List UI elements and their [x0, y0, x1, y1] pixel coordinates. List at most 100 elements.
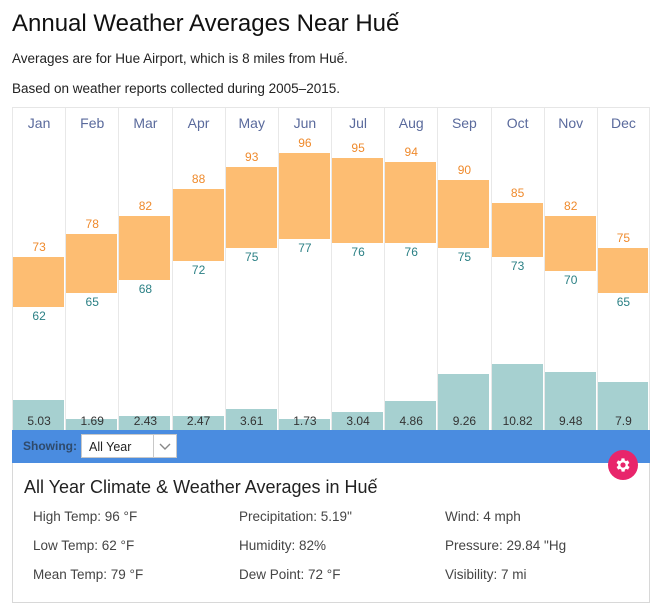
precipitation-bar — [278, 419, 330, 431]
summary-title: All Year Climate & Weather Averages in H… — [24, 477, 378, 497]
low-temp-label: 68 — [138, 281, 153, 296]
low-temp-label: 75 — [245, 249, 259, 264]
precipitation-bar — [491, 363, 543, 431]
settings-button[interactable] — [608, 450, 638, 480]
high-temp-label: 82 — [138, 199, 153, 214]
chevron-down-icon[interactable] — [153, 435, 176, 457]
month-label: May — [238, 115, 265, 131]
monthly-weather-chart: Jan 73 62 5.03 Feb 78 65 1.69 Mar 82 68 2.43 Apr 88 72… — [12, 107, 650, 431]
summary-stat: Dew Point: 72 °F — [239, 567, 341, 582]
month-label: Jun — [293, 115, 317, 131]
page-title: Annual Weather Averages Near Huế — [12, 10, 400, 37]
month-column: Nov 82 70 9.48 — [543, 108, 597, 431]
month-column: May 93 75 3.61 — [224, 108, 278, 431]
precipitation-bar — [119, 415, 171, 431]
temp-range-bar — [225, 166, 277, 248]
precipitation-label: 10.82 — [502, 414, 533, 428]
high-temp-label: 73 — [32, 239, 46, 254]
filter-bar: Showing: All Year — [12, 430, 650, 463]
month-column: Sep 90 75 9.26 — [437, 108, 490, 431]
showing-label: Showing: — [23, 439, 77, 453]
precipitation-label: 2.43 — [133, 414, 158, 428]
period-select[interactable]: All Year — [81, 434, 177, 458]
month-column: Jul 95 76 3.04 — [331, 108, 384, 431]
low-temp-label: 73 — [510, 258, 525, 273]
precipitation-bar — [385, 400, 437, 431]
month-label: Apr — [187, 115, 210, 131]
month-column: Aug 94 76 4.86 — [384, 108, 437, 431]
month-label: Jul — [349, 115, 368, 131]
temp-range-bar — [172, 189, 224, 262]
month-column: Apr 88 72 2.47 — [171, 108, 225, 431]
low-temp-label: 70 — [564, 272, 578, 287]
high-temp-label: 95 — [351, 140, 365, 155]
precipitation-label: 4.86 — [399, 414, 423, 428]
summary-panel: All Year Climate & Weather Averages in H… — [12, 463, 650, 603]
precipitation-bar — [332, 412, 384, 431]
precipitation-label: 7.9 — [615, 414, 632, 428]
summary-stat: Humidity: 82% — [239, 538, 327, 553]
precipitation-bar — [597, 382, 648, 431]
month-label: Nov — [558, 115, 584, 131]
summary-stat: Visibility: 7 mi — [445, 567, 527, 582]
month-label: Oct — [506, 115, 529, 131]
month-column: Feb 78 65 1.69 — [65, 108, 118, 431]
summary-stat: Mean Temp: 79 °F — [33, 567, 144, 582]
high-temp-label: 78 — [85, 217, 99, 232]
temp-range-bar — [66, 234, 118, 294]
high-temp-label: 88 — [191, 172, 206, 187]
low-temp-label: 77 — [298, 240, 312, 255]
gear-icon — [616, 458, 630, 472]
temp-range-bar — [491, 202, 543, 257]
precipitation-bar — [225, 408, 277, 431]
temp-range-bar — [597, 247, 648, 294]
precipitation-bar — [438, 373, 490, 431]
precipitation-label: 1.73 — [293, 414, 317, 428]
month-label: Feb — [80, 115, 105, 131]
station-note: Averages are for Hue Airport, which is 8… — [12, 51, 348, 66]
temp-range-bar — [13, 256, 65, 307]
high-temp-label: 75 — [616, 230, 631, 245]
precipitation-label: 3.04 — [346, 414, 370, 428]
summary-stat: Low Temp: 62 °F — [33, 538, 135, 553]
month-label: Mar — [133, 115, 158, 131]
low-temp-label: 75 — [457, 249, 472, 264]
low-temp-label: 76 — [404, 245, 418, 260]
temp-range-bar — [438, 180, 490, 248]
month-column: Jan 73 62 5.03 — [12, 108, 65, 431]
high-temp-label: 85 — [510, 185, 525, 200]
precipitation-label: 9.48 — [559, 414, 583, 428]
month-column: Oct 85 73 10.82 — [490, 108, 544, 431]
summary-stat: High Temp: 96 °F — [33, 509, 138, 524]
precipitation-label: 3.61 — [240, 414, 264, 428]
summary-stat: Wind: 4 mph — [445, 509, 521, 524]
temp-range-bar — [544, 216, 596, 271]
low-temp-label: 62 — [32, 308, 46, 323]
month-column: Dec 75 65 7.9 — [596, 108, 650, 431]
high-temp-label: 96 — [298, 136, 312, 150]
summary-stat: Pressure: 29.84 "Hg — [445, 538, 567, 553]
temp-range-bar — [385, 162, 437, 244]
month-label: Jan — [27, 115, 51, 131]
summary-stat: Precipitation: 5.19" — [239, 509, 352, 524]
period-note: Based on weather reports collected durin… — [12, 81, 340, 96]
low-temp-label: 65 — [616, 295, 631, 310]
precipitation-bar — [172, 415, 224, 431]
temp-range-bar — [278, 153, 330, 239]
precipitation-label: 2.47 — [186, 414, 211, 428]
precipitation-bar — [66, 419, 118, 431]
month-column: Jun 96 77 1.73 — [277, 108, 331, 431]
low-temp-label: 65 — [85, 295, 99, 310]
high-temp-label: 82 — [564, 199, 578, 214]
month-label: Sep — [451, 115, 477, 131]
precipitation-label: 9.26 — [452, 414, 477, 428]
high-temp-label: 93 — [245, 149, 259, 164]
temp-range-bar — [119, 216, 171, 280]
precipitation-bar — [13, 399, 65, 431]
precipitation-bar — [544, 372, 596, 431]
period-select-value: All Year — [89, 440, 132, 454]
low-temp-label: 76 — [351, 245, 365, 260]
low-temp-label: 72 — [191, 263, 206, 278]
temp-range-bar — [332, 157, 384, 244]
month-column: Mar 82 68 2.43 — [118, 108, 171, 431]
